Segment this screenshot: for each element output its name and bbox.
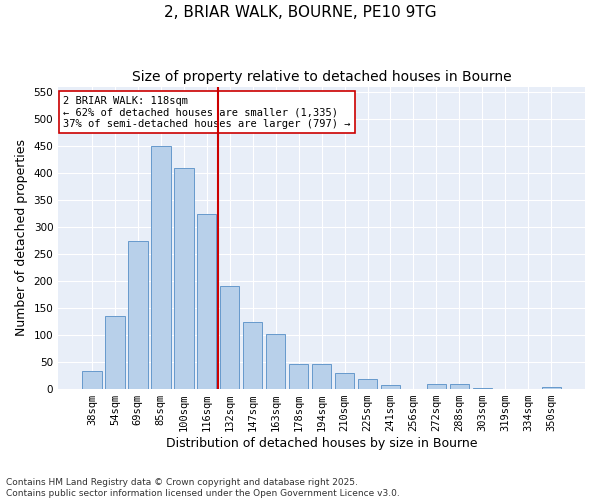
X-axis label: Distribution of detached houses by size in Bourne: Distribution of detached houses by size …	[166, 437, 478, 450]
Y-axis label: Number of detached properties: Number of detached properties	[15, 140, 28, 336]
Text: 2, BRIAR WALK, BOURNE, PE10 9TG: 2, BRIAR WALK, BOURNE, PE10 9TG	[164, 5, 436, 20]
Title: Size of property relative to detached houses in Bourne: Size of property relative to detached ho…	[132, 70, 511, 84]
Bar	[312, 364, 331, 389]
Bar	[105, 316, 125, 389]
Bar	[358, 380, 377, 389]
Bar	[197, 214, 217, 389]
Bar	[473, 388, 492, 389]
Text: Contains HM Land Registry data © Crown copyright and database right 2025.
Contai: Contains HM Land Registry data © Crown c…	[6, 478, 400, 498]
Bar	[542, 387, 561, 389]
Bar	[220, 286, 239, 389]
Bar	[243, 322, 262, 389]
Bar	[151, 146, 170, 389]
Bar	[82, 372, 101, 389]
Bar	[174, 168, 194, 389]
Bar	[449, 384, 469, 389]
Bar	[335, 373, 355, 389]
Bar	[427, 384, 446, 389]
Bar	[381, 385, 400, 389]
Bar	[128, 240, 148, 389]
Bar	[289, 364, 308, 389]
Bar	[266, 334, 286, 389]
Text: 2 BRIAR WALK: 118sqm
← 62% of detached houses are smaller (1,335)
37% of semi-de: 2 BRIAR WALK: 118sqm ← 62% of detached h…	[64, 96, 351, 129]
